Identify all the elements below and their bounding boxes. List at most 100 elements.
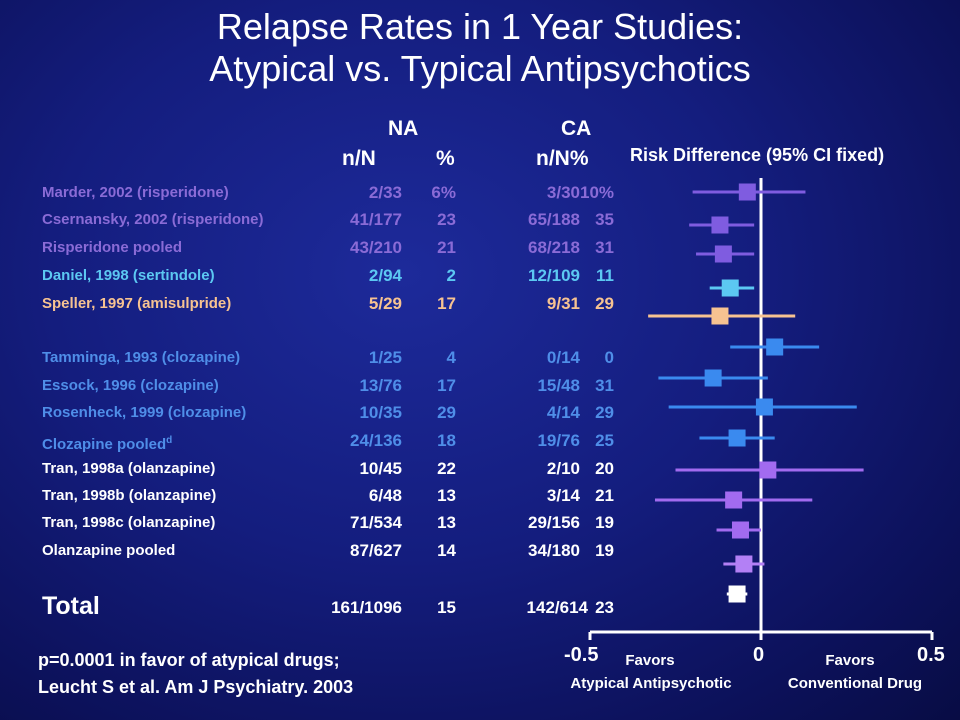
ca-nN-cell: 2/10 xyxy=(546,459,580,478)
na-nN-cell: 71/534 xyxy=(350,513,402,532)
na-nN-cell: 5/29 xyxy=(368,294,402,313)
ca-pct-cell: 11 xyxy=(596,266,614,285)
ca-nN-cell: 4/14 xyxy=(546,403,580,422)
ca-pct-cell: 0 xyxy=(604,348,614,367)
ca-pct-cell: 10% xyxy=(580,183,615,202)
study-label: Daniel, 1998 (sertindole) xyxy=(42,267,215,284)
na-pct-cell: 18 xyxy=(437,431,456,450)
ca-nN-cell: 15/48 xyxy=(537,376,580,395)
na-nN-cell: 13/76 xyxy=(359,376,402,395)
na-nN-cell: 24/136 xyxy=(350,431,402,450)
slide-title-line-2: Atypical vs. Typical Antipsychotics xyxy=(209,48,751,89)
study-label: Tamminga, 1993 (clozapine) xyxy=(42,349,241,366)
ca-nN-cell: 3/14 xyxy=(546,486,580,505)
point-estimate-marker xyxy=(738,183,756,201)
na-nN-cell: 6/48 xyxy=(368,486,402,505)
study-label: Essock, 1996 (clozapine) xyxy=(42,377,219,394)
point-estimate-marker xyxy=(759,461,777,479)
ca-nN-cell: 12/109 xyxy=(528,266,580,285)
ca-nN-cell: 29/156 xyxy=(528,513,580,532)
p-value-note: p=0.0001 in favor of atypical drugs; xyxy=(38,650,340,670)
na-pct-cell: 14 xyxy=(437,541,456,560)
point-estimate-marker xyxy=(728,429,746,447)
study-label: Csernansky, 2002 (risperidone) xyxy=(42,211,264,228)
na-nN-cell: 2/33 xyxy=(368,183,402,202)
na-pct-cell: 13 xyxy=(437,486,456,505)
ca-pct-cell: 31 xyxy=(595,376,614,395)
ca-pct-cell: 21 xyxy=(595,486,614,505)
ca-nN-cell: 65/188 xyxy=(528,210,580,229)
study-label: Tran, 1998a (olanzapine) xyxy=(42,460,216,477)
na-nN-cell: 2/94 xyxy=(368,266,402,285)
study-label: Tran, 1998c (olanzapine) xyxy=(42,514,216,531)
na-pct-cell: 23 xyxy=(437,210,456,229)
ca-pct-cell: 35 xyxy=(595,210,614,229)
na-pct-cell: 21 xyxy=(437,238,456,257)
ca-nN-cell: 9/31 xyxy=(546,294,580,313)
ca-pct-cell: 19 xyxy=(595,513,614,532)
point-estimate-marker xyxy=(725,491,743,509)
ca-nN-cell: 0/14 xyxy=(546,348,580,367)
study-label: Rosenheck, 1999 (clozapine) xyxy=(42,404,247,421)
point-estimate-marker xyxy=(711,216,729,234)
total-label: Total xyxy=(42,592,100,620)
na-nN-cell: 43/210 xyxy=(350,238,402,257)
ca-pct-cell: 20 xyxy=(595,459,614,478)
slide-title-line-1: Relapse Rates in 1 Year Studies: xyxy=(216,6,744,47)
na-nN-cell: 10/35 xyxy=(359,403,402,422)
study-label: Clozapine pooledd xyxy=(42,435,173,453)
total-ca-nN: 142/614 xyxy=(526,598,588,617)
favors-left-line-1: Favors xyxy=(625,652,675,669)
na-pct-cell: 29 xyxy=(437,403,456,422)
ca-nNpct-header: n/N% xyxy=(536,147,589,170)
point-estimate-marker xyxy=(731,521,749,539)
ca-nN-cell: 68/218 xyxy=(528,238,580,257)
na-pct-cell: 22 xyxy=(437,459,456,478)
point-estimate-marker xyxy=(711,307,729,325)
study-label: Marder, 2002 (risperidone) xyxy=(42,184,229,201)
favors-left-line-2: Atypical Antipsychotic xyxy=(570,675,732,692)
ca-nN-cell: 34/180 xyxy=(528,541,580,560)
slide-title: Relapse Rates in 1 Year Studies: Atypica… xyxy=(0,6,960,90)
study-label: Tran, 1998b (olanzapine) xyxy=(42,487,217,504)
axis-min-label: -0.5 xyxy=(564,644,599,666)
study-label: Speller, 1997 (amisulpride) xyxy=(42,295,232,312)
point-estimate-marker xyxy=(704,369,722,387)
citation-note: Leucht S et al. Am J Psychiatry. 2003 xyxy=(38,677,354,697)
na-nN-header: n/N xyxy=(342,147,376,170)
point-estimate-marker xyxy=(735,555,753,573)
ca-nN-cell: 19/76 xyxy=(537,431,580,450)
na-nN-cell: 10/45 xyxy=(359,459,402,478)
na-pct-cell: 4 xyxy=(446,348,456,367)
na-pct-cell: 2 xyxy=(446,266,456,285)
ca-nN-cell: 3/30 xyxy=(546,183,580,202)
study-label: Olanzapine pooled xyxy=(42,542,176,559)
na-pct-header: % xyxy=(436,147,455,170)
na-header: NA xyxy=(388,117,419,140)
favors-right-line-1: Favors xyxy=(825,652,875,669)
footnote-marker: d xyxy=(166,435,173,446)
point-estimate-marker xyxy=(714,245,732,263)
na-nN-cell: 41/177 xyxy=(350,210,402,229)
ca-header: CA xyxy=(561,117,592,140)
ca-pct-cell: 29 xyxy=(595,294,614,313)
na-pct-cell: 6% xyxy=(431,183,456,202)
na-nN-cell: 87/627 xyxy=(350,541,402,560)
ca-pct-cell: 29 xyxy=(595,403,614,422)
risk-difference-header: Risk Difference (95% CI fixed) xyxy=(630,145,885,165)
na-pct-cell: 17 xyxy=(437,294,456,313)
total-na-nN: 161/1096 xyxy=(331,598,402,617)
ca-pct-cell: 19 xyxy=(595,541,614,560)
ca-pct-cell: 25 xyxy=(595,431,614,450)
point-estimate-marker xyxy=(721,279,739,297)
na-nN-cell: 1/25 xyxy=(368,348,402,367)
axis-zero-label: 0 xyxy=(753,644,765,666)
total-ca-pct: 23 xyxy=(595,598,614,617)
na-pct-cell: 17 xyxy=(437,376,456,395)
total-na-pct: 15 xyxy=(437,598,456,617)
favors-right-line-2: Conventional Drug xyxy=(787,675,923,692)
na-pct-cell: 13 xyxy=(437,513,456,532)
axis-max-label: 0.5 xyxy=(917,644,945,666)
ca-pct-cell: 31 xyxy=(595,238,614,257)
